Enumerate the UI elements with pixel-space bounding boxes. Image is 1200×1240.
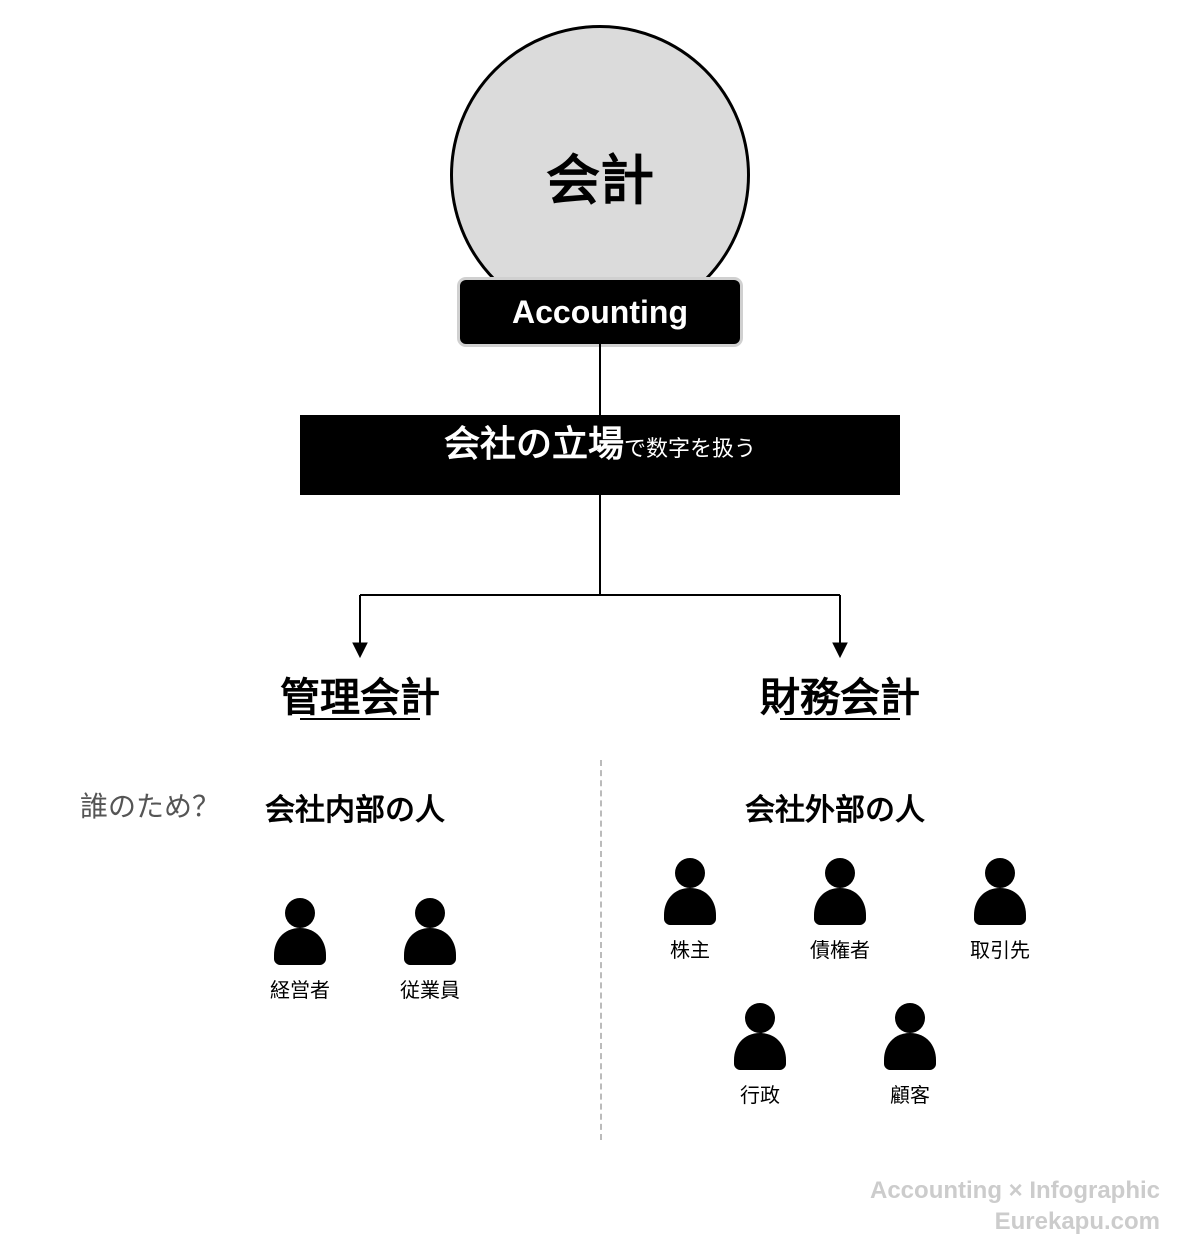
person-icon: [880, 1000, 940, 1075]
person-icon: [660, 855, 720, 930]
person-left-0: 経営者: [270, 895, 330, 1003]
person-icon: [400, 895, 460, 970]
person-icon: [730, 1000, 790, 1075]
person-right-1: 債権者: [810, 855, 870, 963]
right-branch-subtitle: 会社外部の人: [745, 785, 925, 829]
question-label: 誰のため？: [80, 785, 220, 825]
person-label: 行政: [740, 1079, 780, 1108]
person-icon: [270, 895, 330, 970]
left-branch-title: 管理会計: [280, 665, 440, 723]
person-label: 従業員: [400, 974, 460, 1003]
person-right-0: 株主: [660, 855, 720, 963]
watermark-line2: Eurekapu.com: [870, 1206, 1160, 1237]
left-branch-subtitle: 会社内部の人: [265, 785, 445, 829]
right-branch-title: 財務会計: [760, 665, 920, 723]
person-right-4: 顧客: [880, 1000, 940, 1108]
person-label: 経営者: [270, 974, 330, 1003]
person-icon: [810, 855, 870, 930]
person-label: 債権者: [810, 934, 870, 963]
person-left-1: 従業員: [400, 895, 460, 1003]
watermark: Accounting × Infographic Eurekapu.com: [870, 1175, 1160, 1237]
watermark-line1: Accounting × Infographic: [870, 1175, 1160, 1206]
person-right-2: 取引先: [970, 855, 1030, 963]
right-branch-underline: [780, 718, 900, 720]
person-right-3: 行政: [730, 1000, 790, 1108]
person-label: 株主: [670, 934, 710, 963]
diagram-canvas: 会計 Accounting 会社の立場 で数字を扱う 誰のため？ 管理会計 会社…: [0, 0, 1200, 1240]
branch-divider: [600, 760, 602, 1140]
left-branch-underline: [300, 718, 420, 720]
person-icon: [970, 855, 1030, 930]
person-label: 取引先: [970, 934, 1030, 963]
person-label: 顧客: [890, 1079, 930, 1108]
